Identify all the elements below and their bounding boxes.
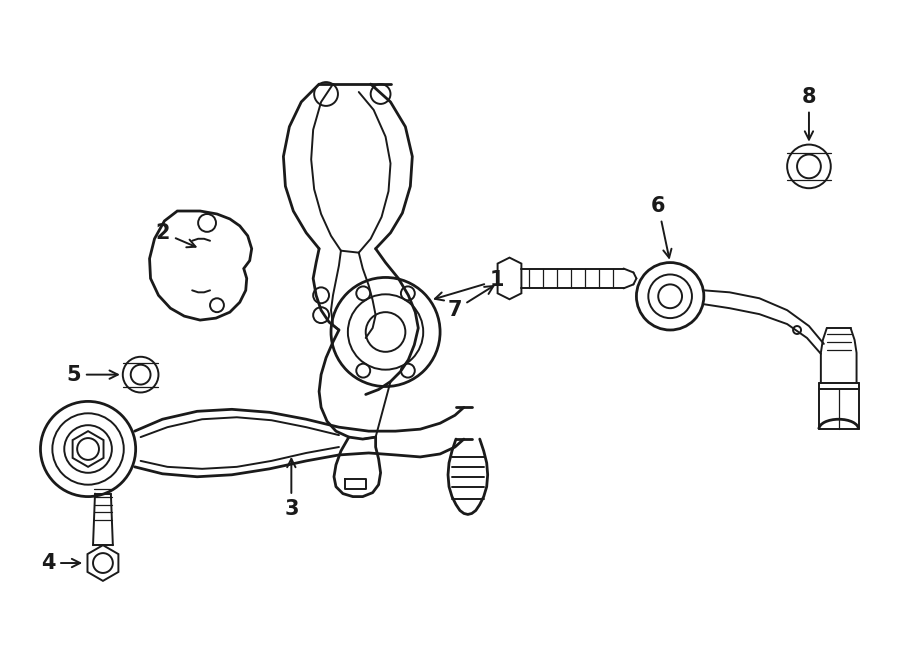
- Text: 6: 6: [651, 196, 671, 258]
- Text: 1: 1: [435, 270, 504, 301]
- Text: 7: 7: [447, 286, 493, 320]
- Text: 3: 3: [284, 459, 299, 519]
- Text: 2: 2: [156, 223, 195, 247]
- Text: 4: 4: [40, 553, 80, 573]
- Text: 8: 8: [802, 87, 816, 139]
- Text: 5: 5: [67, 365, 118, 385]
